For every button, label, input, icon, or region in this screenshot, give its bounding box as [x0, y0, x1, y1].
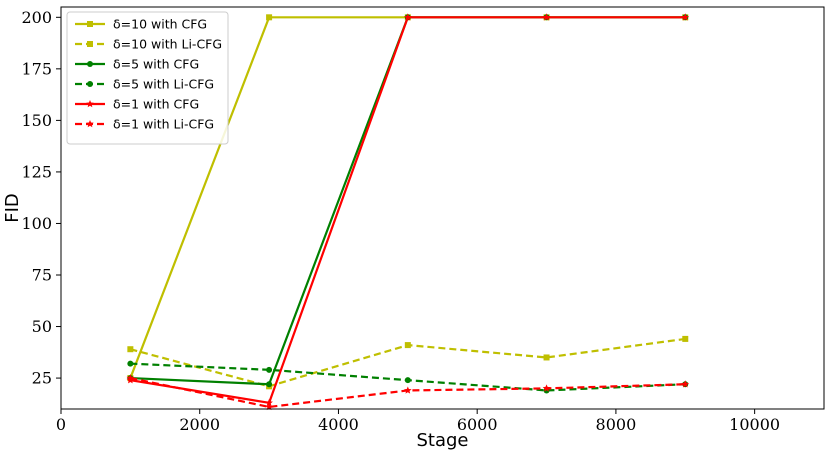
circle-marker: [127, 360, 134, 367]
legend: δ=10 with CFG δ=10 with Li-CFG δ=5 with CF…: [66, 11, 229, 145]
x-tick-label: 10000: [729, 415, 780, 434]
legend-label: δ=10 with CFG: [113, 17, 207, 32]
star-marker: [404, 13, 412, 21]
legend-item: δ=10 with CFG: [75, 17, 207, 32]
legend-item: δ=1 with Li-CFG: [75, 117, 214, 132]
square-marker: [682, 335, 689, 342]
x-tick-label: 8000: [596, 415, 637, 434]
y-tick-label: 50: [32, 317, 52, 336]
y-tick-label: 200: [21, 8, 52, 27]
circle-marker: [266, 381, 273, 388]
square-marker: [127, 346, 134, 353]
plot-area: [126, 13, 690, 411]
x-axis: 0 2000 4000 6000 8000 10000: [56, 409, 780, 434]
y-axis-label: FID: [2, 193, 23, 223]
series-5: [126, 374, 690, 411]
plot-frame: [60, 6, 825, 410]
legend-label: δ=5 with Li-CFG: [113, 77, 214, 92]
x-axis-label: Stage: [416, 430, 468, 451]
star-marker: [681, 13, 690, 21]
y-tick-label: 25: [32, 369, 52, 388]
legend-item: δ=1 with CFG: [75, 97, 199, 112]
y-tick-label: 125: [21, 162, 52, 181]
y-tick-label: 75: [32, 266, 52, 285]
y-tick-label: 175: [21, 59, 52, 78]
square-marker: [543, 354, 550, 361]
legend-label: δ=10 with Li-CFG: [113, 37, 222, 52]
star-marker: [681, 380, 690, 388]
star-marker: [542, 13, 551, 21]
circle-marker: [87, 81, 93, 87]
legend-box: [66, 11, 229, 145]
x-tick-label: 4000: [318, 415, 359, 434]
square-marker: [87, 21, 93, 27]
square-marker: [266, 14, 273, 21]
star-marker: [542, 384, 551, 392]
star-marker: [265, 402, 273, 411]
series-3: [127, 360, 689, 394]
legend-label: δ=1 with CFG: [113, 97, 199, 112]
x-tick-label: 2000: [179, 415, 220, 434]
star-marker: [126, 374, 135, 382]
star-marker: [86, 120, 94, 128]
circle-marker: [404, 377, 411, 384]
square-marker: [87, 41, 93, 47]
y-axis: 25 50 75 100 125 150 175 200: [21, 8, 61, 388]
star-marker: [265, 398, 273, 407]
star-marker: [86, 100, 94, 108]
y-tick-label: 150: [21, 111, 52, 130]
square-marker: [404, 342, 411, 349]
legend-label: δ=1 with Li-CFG: [113, 117, 214, 132]
legend-item: δ=5 with Li-CFG: [75, 77, 214, 92]
star-marker: [404, 386, 412, 394]
x-tick-label: 6000: [457, 415, 498, 434]
legend-item: δ=10 with Li-CFG: [75, 37, 222, 52]
circle-marker: [266, 366, 273, 373]
y-tick-label: 100: [21, 214, 52, 233]
legend-item: δ=5 with CFG: [75, 57, 199, 72]
x-tick-label: 0: [56, 415, 66, 434]
legend-label: δ=5 with CFG: [113, 57, 199, 72]
circle-marker: [87, 61, 93, 67]
